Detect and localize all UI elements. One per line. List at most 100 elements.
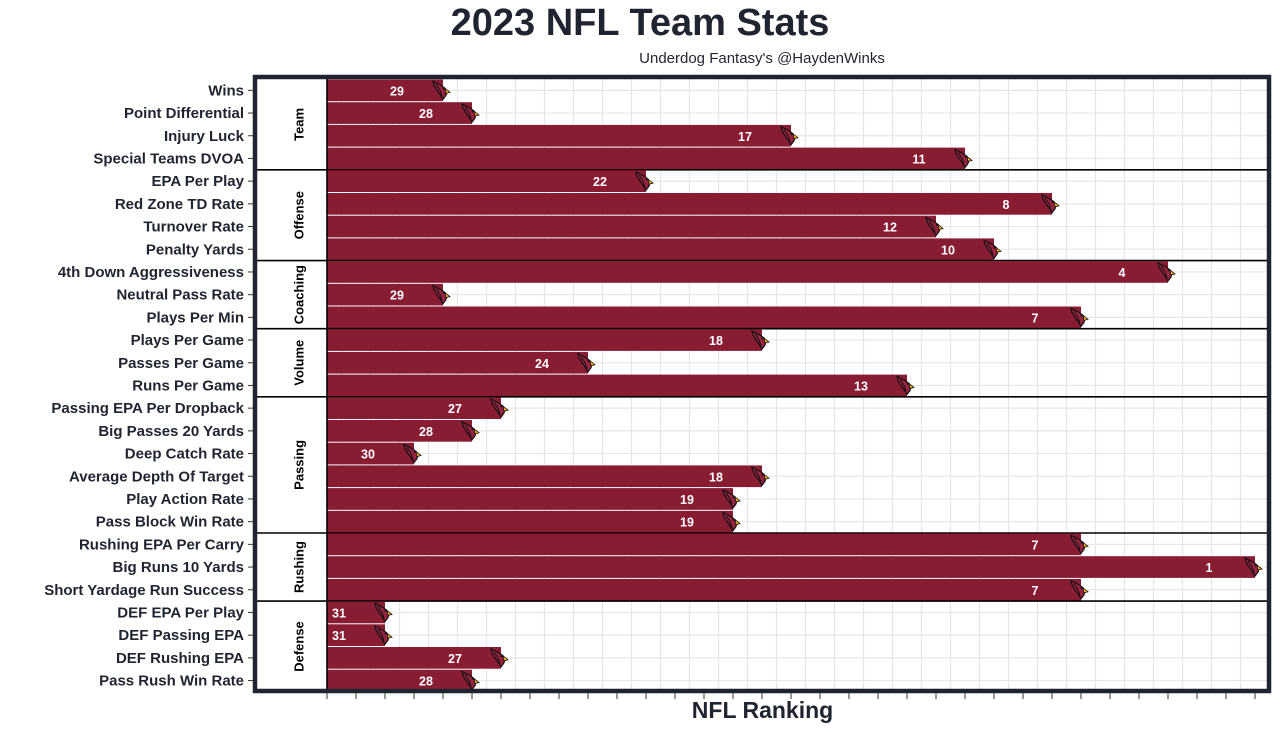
y-tick-label: DEF Rushing EPA	[116, 650, 244, 667]
data-label: 27	[448, 652, 462, 666]
cardinals-logo-icon	[1070, 307, 1089, 328]
bar	[327, 669, 472, 692]
cardinals-logo-icon	[461, 420, 480, 441]
bar	[327, 442, 414, 465]
bar	[327, 124, 791, 147]
y-tick-label: Play Action Rate	[126, 491, 244, 508]
facet-label: Offense	[291, 191, 306, 239]
bar	[327, 170, 646, 192]
bar	[327, 465, 762, 488]
data-label: 8	[1003, 198, 1010, 212]
bar	[327, 215, 936, 238]
cardinals-logo-icon	[374, 602, 393, 623]
bar	[327, 261, 1168, 283]
data-label: 12	[883, 221, 897, 235]
bar	[327, 283, 443, 306]
data-label: 19	[680, 516, 694, 530]
y-tick-label: Injury Luck	[164, 128, 245, 145]
data-label: 28	[419, 107, 433, 121]
y-tick-label: EPA Per Play	[151, 173, 244, 190]
x-axis-label: NFL Ranking	[691, 697, 834, 723]
data-label: 13	[854, 379, 868, 393]
cardinals-logo-icon	[1070, 534, 1089, 555]
bar	[327, 647, 501, 669]
cardinals-logo-icon	[1157, 261, 1176, 283]
cardinals-logo-icon	[954, 148, 973, 169]
y-tick-label: Plays Per Min	[146, 309, 244, 326]
y-tick-label: Runs Per Game	[132, 377, 244, 394]
chart-subtitle: Underdog Fantasy's @HaydenWinks	[639, 50, 885, 67]
cardinals-logo-icon	[896, 375, 915, 396]
y-tick-label: Passes Per Game	[118, 355, 244, 372]
bar	[327, 329, 762, 351]
data-label: 28	[419, 675, 433, 689]
y-tick-label: Big Runs 10 Yards	[113, 559, 244, 576]
data-label: 24	[535, 357, 549, 371]
cardinals-logo-icon	[461, 102, 480, 124]
cardinals-logo-icon	[490, 398, 509, 419]
plot-frame	[252, 74, 1272, 694]
data-label: 11	[912, 152, 925, 166]
data-label: 1	[1206, 561, 1213, 575]
cardinals-logo-icon	[751, 329, 770, 351]
y-tick-label: Pass Rush Win Rate	[99, 673, 244, 690]
bar	[327, 578, 1081, 601]
bar	[327, 193, 1052, 215]
cardinals-logo-icon	[925, 216, 944, 237]
cardinals-logo-icon	[983, 239, 1002, 260]
bar	[327, 556, 1255, 578]
bar	[327, 79, 443, 102]
y-tick-label: Wins	[208, 82, 244, 99]
y-tick-label: Red Zone TD Rate	[115, 196, 244, 213]
data-label: 27	[448, 402, 462, 416]
y-tick-label: Neutral Pass Rate	[116, 287, 244, 304]
data-label: 18	[709, 470, 723, 484]
facet-label: Coaching	[291, 265, 306, 324]
bar	[327, 351, 588, 374]
cardinals-logo-icon	[374, 625, 393, 646]
y-tick-label: Short Yardage Run Success	[44, 582, 244, 599]
data-label: 30	[361, 448, 375, 462]
y-tick-label: DEF EPA Per Play	[117, 604, 244, 621]
cardinals-logo-icon	[751, 466, 770, 487]
bar	[327, 102, 472, 124]
bar	[327, 533, 1081, 556]
bar	[327, 601, 385, 624]
y-tick-label: 4th Down Aggressiveness	[58, 264, 244, 281]
data-label: 4	[1119, 266, 1126, 280]
cardinals-logo-icon	[432, 284, 451, 305]
cardinals-logo-icon	[490, 647, 509, 668]
y-tick-label: Big Passes 20 Yards	[98, 423, 244, 440]
data-label: 31	[332, 606, 346, 620]
data-label: 29	[390, 84, 404, 98]
data-label: 22	[593, 175, 607, 189]
cardinals-logo-icon	[722, 488, 741, 510]
data-label: 29	[390, 289, 404, 303]
y-tick-label: Penalty Yards	[146, 241, 244, 258]
data-label: 19	[680, 493, 694, 507]
facet-label: Team	[291, 108, 306, 141]
facet-label: Volume	[291, 340, 306, 386]
bar	[327, 510, 733, 533]
bar	[327, 306, 1081, 329]
bar	[327, 420, 472, 442]
bar	[327, 238, 994, 261]
cardinals-logo-icon	[635, 171, 654, 192]
cardinals-logo-icon	[1244, 556, 1263, 578]
bar	[327, 147, 965, 170]
facet-label: Defense	[291, 621, 306, 672]
data-label: 28	[419, 425, 433, 439]
y-tick-label: Pass Block Win Rate	[96, 514, 244, 531]
facet-label: Passing	[291, 440, 306, 490]
cardinals-logo-icon	[577, 352, 596, 373]
cardinals-logo-icon	[1041, 193, 1060, 214]
y-tick-label: Plays Per Game	[131, 332, 244, 349]
data-label: 7	[1032, 584, 1039, 598]
y-tick-label: Deep Catch Rate	[125, 446, 244, 463]
bar	[327, 488, 733, 510]
bar	[327, 624, 385, 646]
y-tick-label: DEF Passing EPA	[118, 627, 244, 644]
bar	[327, 374, 907, 397]
bar	[327, 397, 501, 419]
